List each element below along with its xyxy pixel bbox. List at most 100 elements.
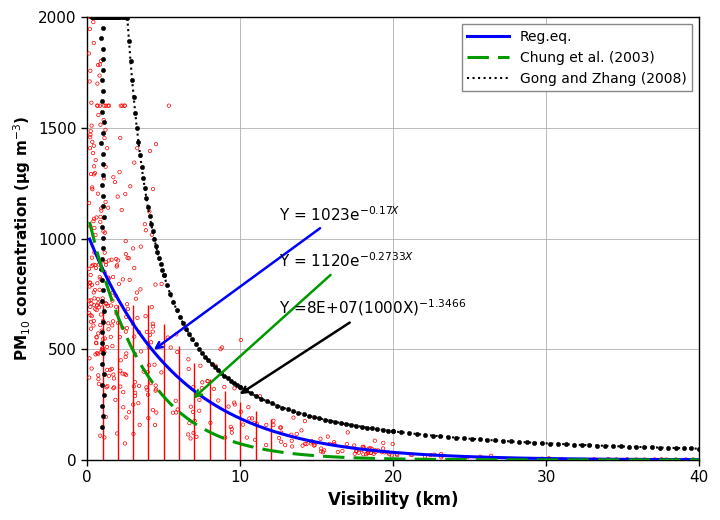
Point [107, 370, 119, 379]
Point [86, 281, 98, 289]
Point [189, 417, 200, 425]
Point [680, 456, 692, 464]
Point [108, 13, 120, 21]
Point [98, 13, 109, 21]
Point [202, 356, 214, 365]
Point [93, 299, 104, 307]
Point [85, 311, 96, 319]
Point [96, 276, 108, 284]
Point [94, 218, 106, 226]
Point [110, 303, 122, 311]
Point [97, 233, 109, 242]
Point [97, 318, 109, 326]
Point [387, 427, 399, 435]
Point [98, 391, 109, 399]
Point [115, 101, 127, 110]
Point [96, 328, 107, 336]
Point [96, 13, 107, 21]
Point [144, 147, 156, 155]
Point [353, 449, 364, 457]
Point [379, 448, 390, 457]
Point [315, 447, 327, 456]
Point [615, 442, 626, 450]
Point [127, 76, 138, 84]
Point [318, 448, 329, 457]
Point [297, 441, 308, 450]
Point [150, 386, 161, 395]
Point [120, 250, 132, 258]
Point [86, 13, 97, 21]
Point [123, 408, 135, 417]
Point [84, 296, 95, 305]
Point [611, 456, 622, 464]
Point [215, 369, 227, 377]
Point [130, 350, 141, 358]
Point [102, 13, 114, 21]
Point [94, 13, 106, 21]
Point [552, 440, 564, 448]
Point [670, 456, 682, 464]
Point [607, 442, 618, 450]
Point [110, 255, 122, 263]
Point [419, 452, 431, 461]
Point [92, 13, 104, 21]
Point [513, 438, 525, 446]
Point [183, 355, 194, 363]
Point [132, 314, 143, 322]
Point [599, 441, 611, 450]
Point [425, 451, 436, 459]
Point [109, 13, 120, 21]
Point [86, 300, 97, 308]
Point [120, 353, 132, 361]
Point [112, 192, 123, 201]
Point [110, 291, 122, 300]
Point [148, 235, 160, 243]
Point [84, 265, 95, 273]
Point [115, 13, 127, 21]
Point [226, 428, 238, 437]
Point [102, 278, 114, 286]
Point [436, 450, 447, 458]
Point [95, 13, 107, 21]
Point [91, 13, 102, 21]
Point [97, 202, 109, 210]
Point [307, 438, 318, 446]
Point [458, 434, 469, 443]
Point [592, 441, 603, 450]
Point [114, 168, 125, 176]
Point [346, 421, 357, 429]
Point [112, 13, 123, 21]
Point [366, 424, 378, 433]
Point [341, 440, 353, 448]
Point [127, 244, 139, 253]
Point [87, 13, 99, 21]
Point [90, 339, 102, 347]
Point [105, 333, 117, 341]
Point [162, 333, 174, 342]
Point [107, 289, 119, 297]
Point [97, 44, 109, 53]
Point [95, 13, 107, 21]
Point [368, 450, 379, 458]
Point [392, 451, 403, 459]
Point [158, 271, 169, 279]
Text: Y = 1120e$^{-0.2733X}$: Y = 1120e$^{-0.2733X}$ [195, 252, 414, 396]
Point [109, 178, 121, 186]
Point [91, 80, 103, 88]
Point [322, 433, 333, 441]
Point [96, 381, 108, 389]
Point [240, 386, 251, 395]
Point [248, 419, 260, 427]
Point [191, 391, 202, 399]
Point [477, 453, 488, 462]
Point [480, 454, 491, 462]
Point [107, 317, 119, 326]
Point [88, 301, 99, 309]
Point [96, 412, 108, 420]
Point [93, 13, 104, 21]
Point [357, 443, 369, 451]
Point [536, 454, 548, 463]
Point [85, 318, 96, 326]
Point [324, 417, 336, 425]
Point [183, 365, 194, 373]
